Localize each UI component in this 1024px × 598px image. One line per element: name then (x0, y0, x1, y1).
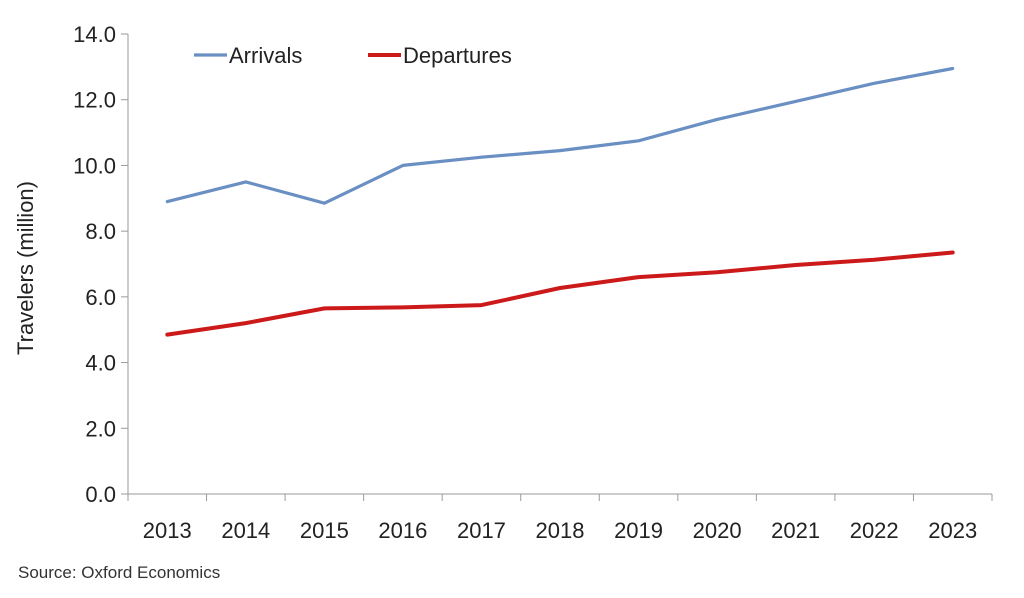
y-tick-label: 2.0 (85, 416, 116, 441)
x-axis: 2013 2014 2015 2016 2017 2018 2019 2020 2021 2022… (127, 493, 993, 543)
y-tick-label: 8.0 (85, 219, 116, 244)
series-line-arrivals (165, 66, 955, 205)
x-tick-label: 2017 (457, 518, 506, 543)
legend-label-arrivals: Arrivals (229, 43, 302, 68)
x-tick-label: 2018 (536, 518, 585, 543)
x-tick-label: 2022 (850, 518, 899, 543)
x-tick-label: 2019 (614, 518, 663, 543)
line-chart: 0.0 2.0 4.0 6.0 8.0 10.0 12.0 14.0 2013 2014 2015… (13, 22, 993, 543)
x-tick-label: 2016 (378, 518, 427, 543)
series-line-departures (165, 250, 955, 337)
source-note: Source: Oxford Economics (18, 563, 221, 582)
x-tick-label: 2014 (221, 518, 270, 543)
y-tick-label: 10.0 (73, 153, 116, 178)
x-tick-label: 2021 (771, 518, 820, 543)
legend-label-departures: Departures (403, 43, 512, 68)
x-tick-label: 2013 (143, 518, 192, 543)
series-layer (165, 66, 955, 337)
y-axis: 0.0 2.0 4.0 6.0 8.0 10.0 12.0 14.0 (73, 22, 129, 507)
x-tick-label: 2023 (928, 518, 977, 543)
x-tick-label: 2015 (300, 518, 349, 543)
y-tick-label: 0.0 (85, 482, 116, 507)
y-tick-label: 4.0 (85, 351, 116, 376)
y-tick-label: 14.0 (73, 22, 116, 47)
y-tick-label: 12.0 (73, 88, 116, 113)
legend: Arrivals Departures (194, 43, 512, 68)
y-axis-title: Travelers (million) (13, 181, 38, 355)
y-tick-label: 6.0 (85, 285, 116, 310)
x-tick-label: 2020 (693, 518, 742, 543)
